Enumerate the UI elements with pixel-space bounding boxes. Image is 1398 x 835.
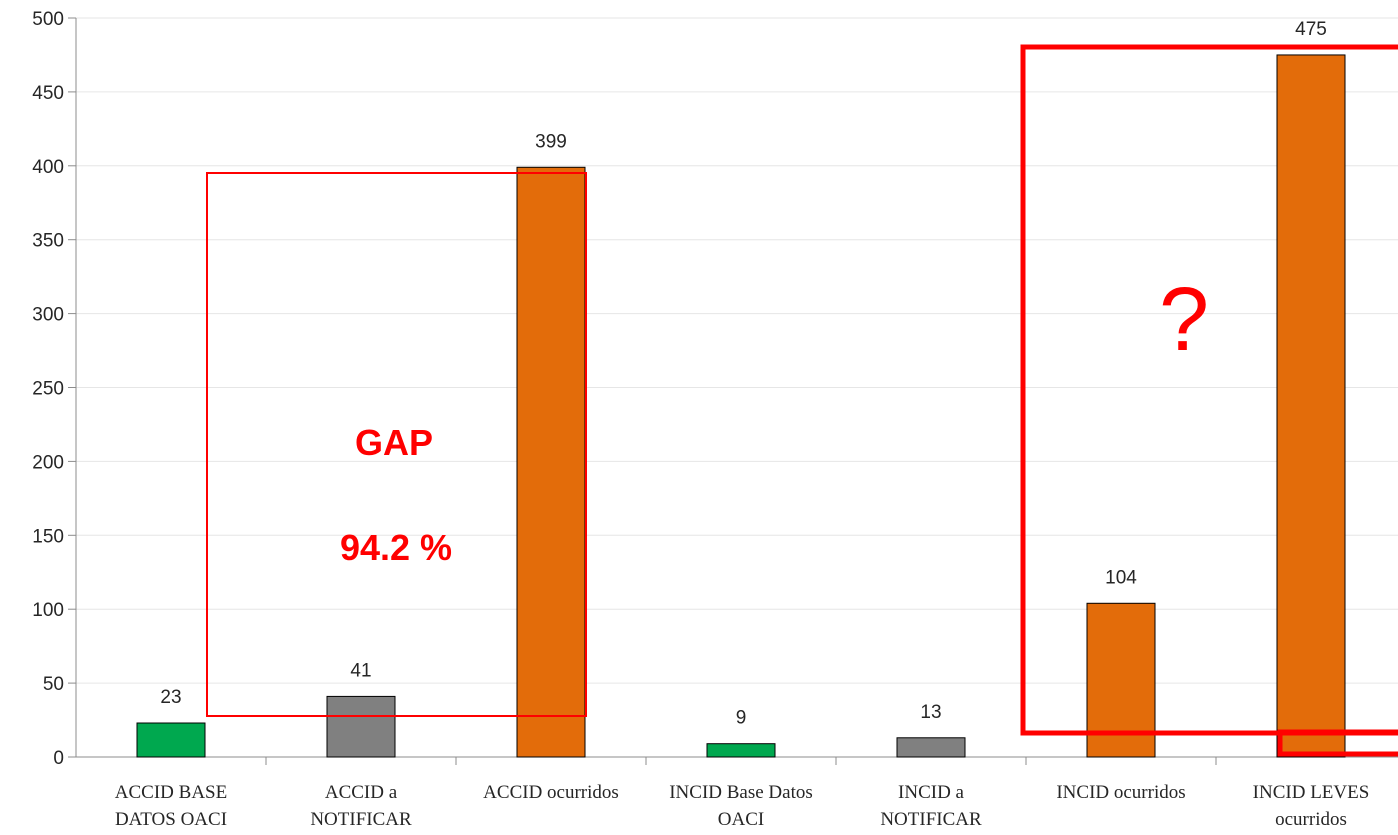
data-label: 41 bbox=[350, 660, 371, 681]
category-label: ocurridos bbox=[1275, 809, 1347, 830]
y-tick-label: 100 bbox=[32, 600, 64, 621]
y-tick-label: 300 bbox=[32, 305, 64, 326]
y-tick-label: 450 bbox=[32, 83, 64, 104]
y-tick-label: 50 bbox=[43, 674, 64, 695]
category-label: ACCID a bbox=[325, 782, 398, 803]
axes bbox=[68, 17, 1398, 765]
gap-box bbox=[206, 172, 587, 717]
question-mark: ? bbox=[1159, 270, 1209, 370]
y-tick-label: 150 bbox=[32, 526, 64, 547]
unknown-box bbox=[1020, 44, 1398, 736]
category-label: INCID LEVES bbox=[1253, 782, 1370, 803]
category-label: DATOS OACI bbox=[115, 809, 227, 830]
bar bbox=[896, 737, 966, 758]
data-label: 104 bbox=[1105, 567, 1137, 588]
bar bbox=[516, 166, 586, 758]
category-label: INCID Base Datos bbox=[669, 782, 813, 803]
y-tick-label: 500 bbox=[32, 9, 64, 30]
y-tick-label: 200 bbox=[32, 452, 64, 473]
category-label: ACCID BASE bbox=[115, 782, 227, 803]
bar bbox=[706, 743, 776, 758]
y-tick-label: 400 bbox=[32, 157, 64, 178]
data-label: 13 bbox=[920, 702, 941, 723]
category-label: INCID ocurridos bbox=[1056, 782, 1185, 803]
data-label: 399 bbox=[535, 131, 567, 152]
gap-percentage: 94.2 % bbox=[340, 527, 452, 568]
data-label: 475 bbox=[1295, 19, 1327, 40]
data-label: 23 bbox=[160, 687, 181, 708]
gap-title: GAP bbox=[355, 422, 433, 463]
annotations: GAP 94.2 % ? bbox=[206, 44, 1398, 757]
data-label: 9 bbox=[736, 708, 747, 729]
y-tick-label: 250 bbox=[32, 379, 64, 400]
category-label: OACI bbox=[718, 809, 764, 830]
category-label: NOTIFICAR bbox=[310, 809, 412, 830]
bar bbox=[326, 695, 396, 758]
category-label: NOTIFICAR bbox=[880, 809, 982, 830]
category-label: INCID a bbox=[898, 782, 965, 803]
grid-lines bbox=[76, 17, 1398, 684]
y-tick-label: 350 bbox=[32, 231, 64, 252]
bar bbox=[1276, 54, 1346, 758]
labels: 0 50 100 150 200 250 300 350 400 450 500 23 ACCID BA… bbox=[32, 9, 1369, 830]
unknown-box-lower bbox=[1277, 729, 1398, 757]
y-tick-label: 0 bbox=[53, 748, 64, 769]
bars bbox=[136, 54, 1346, 758]
category-label: ACCID ocurridos bbox=[483, 782, 619, 803]
bar bbox=[136, 722, 206, 758]
